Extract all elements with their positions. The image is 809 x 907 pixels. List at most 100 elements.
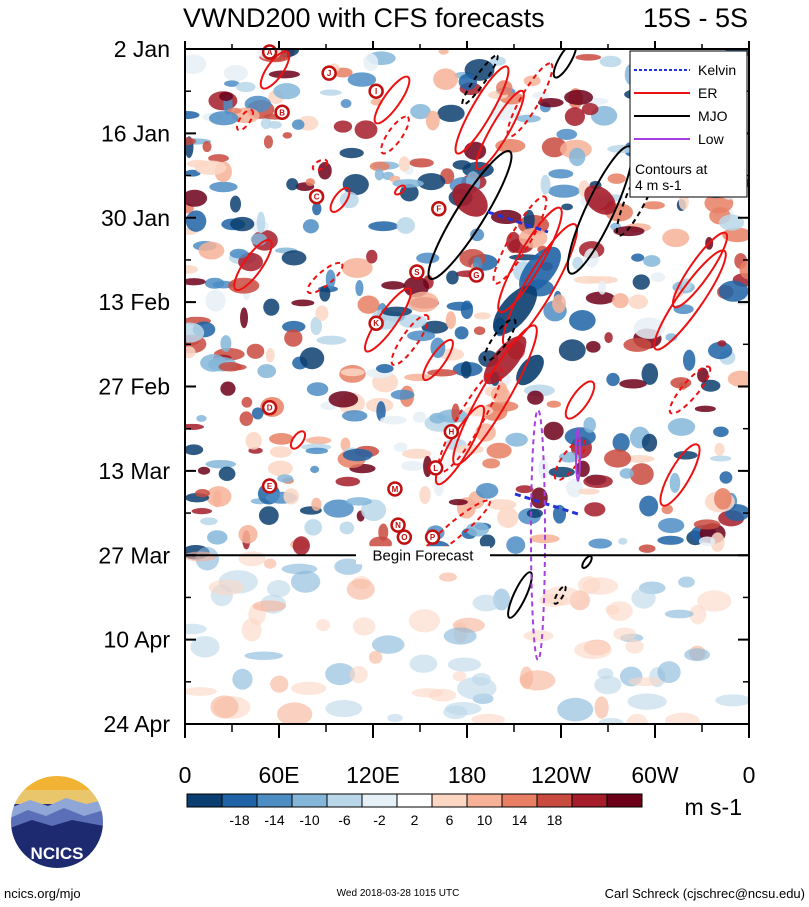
heat-blob: [212, 489, 222, 508]
contour: [437, 366, 503, 474]
contour: [497, 206, 563, 314]
heat-blob: [185, 210, 207, 232]
contour: [306, 261, 344, 295]
heat-blob: [282, 320, 306, 333]
tc-marker: L: [427, 460, 444, 476]
heat-blob: [483, 335, 527, 385]
heat-blob: [310, 316, 323, 336]
heat-blob: [697, 590, 732, 612]
heat-blob: [191, 508, 212, 515]
tc-letter: H: [448, 428, 454, 437]
heat-blob: [657, 535, 684, 545]
heat-blob: [265, 347, 275, 363]
heat-blob: [542, 586, 581, 606]
heat-blob: [185, 423, 205, 430]
heat-blob: [268, 70, 301, 79]
tc-circle: [443, 423, 460, 440]
heat-blob: [239, 411, 254, 427]
tc-marker: H: [443, 423, 460, 440]
heat-blob: [264, 558, 277, 569]
contour: [530, 409, 546, 661]
heat-blob: [210, 695, 239, 719]
heat-blob: [312, 202, 322, 216]
heat-blob: [387, 713, 403, 723]
heat-blob: [594, 696, 609, 719]
tc-marker: M: [387, 481, 403, 497]
tc-letter: K: [373, 319, 379, 328]
heat-blob: [548, 184, 580, 198]
heat-blob: [346, 497, 372, 506]
heat-blob: [310, 465, 320, 474]
heat-blob: [304, 519, 323, 536]
heat-blob: [684, 648, 711, 662]
heat-blob: [229, 248, 249, 259]
heat-blob: [447, 657, 482, 672]
heat-blob: [299, 347, 325, 370]
heat-blob: [371, 635, 405, 654]
heat-blob: [346, 578, 375, 600]
heat-blob: [232, 668, 253, 690]
heat-blob: [631, 253, 645, 262]
heat-blob: [700, 379, 721, 392]
heat-blob: [281, 250, 307, 266]
heat-blob: [452, 671, 467, 682]
contour: [233, 238, 273, 292]
tc-letter: D: [267, 404, 273, 413]
y-tick-label: 24 Apr: [104, 711, 171, 737]
heat-blob: [552, 294, 566, 314]
heat-blob: [396, 217, 416, 234]
heat-blob: [588, 538, 613, 549]
heat-blob: [340, 99, 352, 109]
heat-blob: [325, 662, 356, 686]
y-tick-label: 30 Jan: [101, 205, 170, 231]
x-tick-label: 0: [179, 762, 192, 788]
heat-blob: [530, 487, 548, 509]
heat-blob: [268, 120, 282, 129]
heat-blob: [619, 379, 647, 389]
legend-label: Kelvin: [698, 62, 736, 78]
heat-blob: [390, 389, 415, 400]
heat-blob: [473, 326, 486, 336]
tc-letter: M: [392, 485, 399, 494]
heat-blob: [446, 301, 473, 311]
heat-blob: [496, 382, 508, 403]
legend-note: Contours at: [635, 161, 707, 177]
heat-blob: [238, 551, 266, 567]
heat-blob: [267, 460, 293, 477]
heat-blob: [717, 340, 727, 347]
heat-blob: [641, 363, 659, 385]
heat-blob: [276, 702, 313, 724]
heat-blob: [632, 274, 650, 290]
contour: [434, 404, 486, 486]
heat-blob: [585, 291, 615, 305]
ncics-logo: NCICS: [9, 774, 105, 870]
heat-blob: [475, 482, 499, 499]
tc-marker: P: [424, 529, 441, 545]
heat-blob: [518, 228, 548, 248]
colorbar-cell: [361, 793, 398, 808]
tc-marker: A: [261, 44, 278, 60]
heat-blob: [439, 572, 457, 582]
axis-ticks: [184, 41, 750, 738]
heat-blob: [292, 536, 310, 556]
heat-blob: [678, 576, 695, 588]
tc-marker: F: [431, 200, 447, 217]
heat-blob: [486, 499, 517, 511]
heat-blob: [643, 255, 661, 267]
heat-blob: [244, 95, 272, 113]
heat-blob: [393, 442, 408, 452]
heat-blob: [568, 147, 586, 167]
heat-blob: [532, 91, 550, 100]
heat-blob: [650, 272, 666, 283]
x-tick-label: 180: [448, 762, 486, 788]
chart-title: VWND200 with CFS forecasts: [183, 3, 545, 33]
heat-blob: [583, 474, 613, 488]
heat-blob: [566, 478, 584, 498]
contour: [380, 115, 410, 155]
heat-blob: [694, 405, 716, 413]
tc-letter: A: [267, 48, 273, 57]
y-tick-label: 27 Feb: [98, 374, 170, 400]
heat-blob: [523, 75, 541, 87]
colorbar-label: -6: [338, 812, 351, 828]
heat-blob: [347, 72, 377, 87]
